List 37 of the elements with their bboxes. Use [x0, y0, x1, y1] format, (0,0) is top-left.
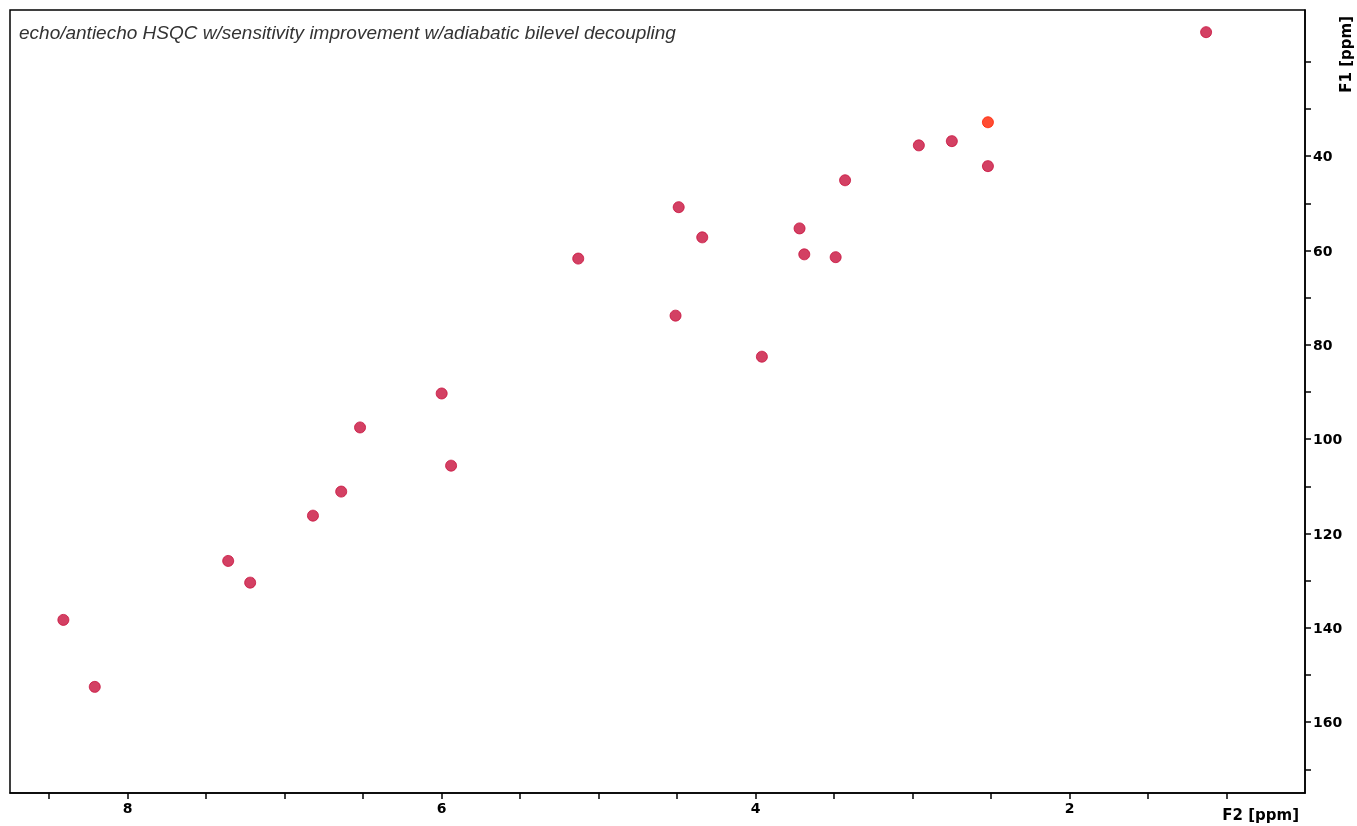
y-tick-label: 80: [1313, 336, 1333, 353]
y-tick-label: 140: [1313, 619, 1343, 636]
point: [445, 459, 458, 472]
y-tick-label: 160: [1313, 714, 1343, 731]
point: [755, 350, 768, 363]
point: [222, 554, 235, 567]
x-tick-label: 6: [436, 800, 447, 816]
x-tick-label: 4: [750, 800, 761, 816]
point: [829, 251, 842, 264]
point: [1200, 26, 1213, 39]
y-tick-label: 100: [1313, 431, 1343, 448]
point: [981, 116, 994, 129]
point: [696, 231, 709, 244]
point: [435, 387, 448, 400]
text: echo/antiecho HSQC w/sensitivity improvement w/adiabatic bilevel decoupling: [19, 22, 677, 43]
point: [669, 309, 682, 322]
y-tick-label: 60: [1313, 242, 1333, 259]
y-axis-title: F1 [ppm]: [1336, 15, 1355, 93]
x-axis-title: F2 [ppm]: [1222, 805, 1300, 824]
point: [839, 174, 852, 187]
point: [798, 248, 811, 261]
point: [945, 135, 958, 148]
point: [306, 509, 319, 522]
point: [981, 160, 994, 173]
point: [912, 139, 925, 152]
point: [672, 201, 685, 214]
x-tick-label: 8: [122, 800, 133, 816]
y-tick-label: 40: [1313, 148, 1333, 165]
point: [354, 421, 367, 434]
point: [88, 680, 101, 693]
y-tick-label: 120: [1313, 525, 1343, 542]
point: [57, 613, 70, 626]
point: [793, 222, 806, 235]
point: [572, 252, 585, 265]
point: [335, 485, 348, 498]
point: [244, 576, 257, 589]
x-tick-label: 2: [1064, 800, 1075, 816]
